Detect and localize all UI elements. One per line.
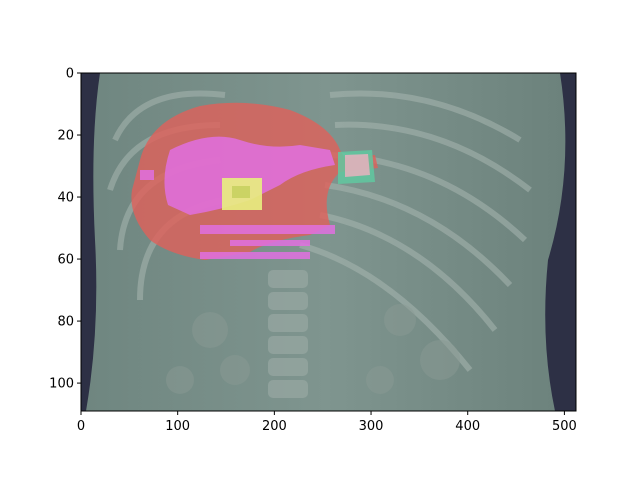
y-tick-label: 40 — [57, 191, 74, 206]
ct-image — [81, 73, 576, 411]
x-tick-label: 500 — [552, 419, 577, 434]
plot-frame — [80, 72, 577, 412]
x-tick-label: 100 — [165, 419, 190, 434]
x-tick-label: 400 — [455, 419, 480, 434]
x-axis: 0 100 200 300 400 500 — [77, 411, 577, 434]
y-axis: 0 20 40 60 80 100 — [49, 67, 81, 392]
x-tick-label: 300 — [359, 419, 384, 434]
x-tick-label: 200 — [262, 419, 287, 434]
y-tick-label: 60 — [57, 253, 74, 268]
y-tick-label: 100 — [49, 377, 74, 392]
y-tick-label: 80 — [57, 315, 74, 330]
y-tick-label: 20 — [57, 129, 74, 144]
y-tick-label: 0 — [66, 67, 74, 82]
x-tick-label: 0 — [77, 419, 85, 434]
